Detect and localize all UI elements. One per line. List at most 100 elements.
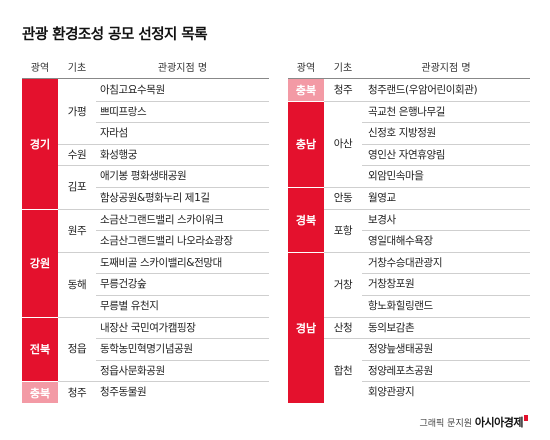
site-name: 청주랜드(우암어린이회관) [368, 84, 478, 96]
basic-area: 합천 [333, 365, 353, 378]
site-name: 소금산그랜드밸리 스카이워크 [100, 213, 224, 226]
basic-divider [324, 338, 362, 340]
site-name: 외암민속마을 [368, 170, 424, 183]
basic-area: 정읍 [67, 343, 87, 356]
region-block: 충북 [288, 79, 324, 101]
site-name: 함상공원&평화누리 제1길 [100, 192, 210, 204]
basic-divider [324, 316, 362, 318]
basic-area: 원주 [67, 224, 87, 237]
row-divider [362, 251, 530, 253]
site-name: 보경사 [368, 213, 396, 226]
row-divider [362, 316, 530, 318]
row-divider [362, 359, 530, 361]
region-block: 충북 [22, 382, 58, 403]
basic-area: 김포 [67, 181, 87, 194]
basic-area: 수원 [67, 149, 87, 162]
header-site: 관광지점 명 [157, 63, 208, 74]
row-divider [96, 359, 269, 361]
basic-divider [324, 187, 362, 188]
row-divider [362, 165, 530, 167]
row-divider [96, 338, 269, 340]
basic-area: 동해 [67, 278, 87, 291]
row-divider [96, 273, 269, 275]
basic-divider [324, 251, 362, 253]
basic-area: 청주 [67, 386, 87, 399]
row-divider [362, 230, 530, 232]
row-divider [96, 208, 269, 210]
site-name: 자라섬 [100, 127, 128, 140]
header-region: 광역 [296, 63, 316, 74]
basic-divider [58, 143, 96, 145]
site-name: 쁘띠프랑스 [100, 105, 147, 118]
site-name: 내장산 국민여가캠핑장 [100, 321, 196, 334]
basic-area: 청주 [333, 84, 353, 97]
basic-divider [324, 208, 362, 210]
footer: 그래픽 문지원 아시아경제 [419, 414, 528, 430]
basic-divider [58, 165, 96, 167]
row-divider [362, 100, 530, 102]
basic-area: 거창 [333, 278, 353, 291]
region-block: 충남 [288, 101, 324, 187]
row-divider [362, 122, 530, 124]
basic-divider [58, 208, 96, 210]
basic-area: 산청 [333, 321, 353, 334]
row-divider [96, 122, 269, 124]
row-divider [96, 251, 269, 253]
site-name: 무릉별 유천지 [100, 300, 159, 312]
site-name: 소금산그랜드밸리 나오라쇼광장 [100, 235, 233, 248]
site-name: 영일대해수욕장 [368, 235, 433, 248]
site-name: 신정호 지방정원 [368, 127, 436, 140]
header-basic: 기초 [67, 63, 87, 74]
region-block: 경기 [22, 79, 58, 209]
region-block: 전북 [22, 317, 58, 382]
row-divider [96, 381, 269, 383]
site-name: 정양레포츠공원 [368, 364, 433, 377]
site-name: 무릉건강숲 [100, 278, 147, 291]
right-table: 광역 기초 관광지점 명 청주랜드(우암어린이회관) 곡교천 은행나무길 신정호 지방정원… [288, 60, 530, 403]
row-divider [96, 100, 269, 102]
row-divider [362, 338, 530, 340]
row-divider [362, 295, 530, 296]
brand-logo: 아시아경제 [474, 416, 524, 429]
row-divider [362, 187, 530, 188]
row-divider [96, 187, 269, 188]
site-name: 거창수승대관광지 [368, 256, 443, 269]
row-divider [362, 208, 530, 210]
row-divider [96, 165, 269, 167]
credit: 그래픽 문지원 [419, 419, 473, 429]
site-name: 영인산 자연휴양림 [368, 148, 446, 161]
header-region: 광역 [30, 63, 50, 74]
site-name: 월영교 [368, 192, 396, 204]
row-divider [362, 143, 530, 145]
row-divider [362, 273, 530, 275]
basic-area: 포항 [333, 224, 353, 237]
basic-divider [58, 316, 96, 318]
row-divider [362, 381, 530, 383]
row-divider [96, 230, 269, 232]
row-divider [96, 295, 269, 296]
site-name: 정읍사문화공원 [100, 364, 165, 377]
basic-area: 안동 [333, 192, 353, 205]
site-name: 청주동물원 [100, 386, 147, 399]
left-table: 광역 기초 관광지점 명 아침고요수목원 쁘띠프랑스 자라섬 화성행궁 애기봉 평화생태공원 함… [22, 60, 269, 403]
region-block: 경남 [288, 252, 324, 403]
site-name: 거창창포원 [368, 278, 415, 291]
site-name: 정양늪생태공원 [368, 343, 433, 356]
basic-divider [324, 100, 362, 102]
site-name: 애기봉 평화생태공원 [100, 170, 187, 183]
row-divider [96, 143, 269, 145]
site-name: 동의보감촌 [368, 321, 415, 334]
region-block: 경북 [288, 188, 324, 252]
basic-area: 가평 [67, 105, 87, 118]
site-name: 동학농민혁명기념공원 [100, 343, 193, 356]
region-block: 강원 [22, 209, 58, 317]
basic-area: 아산 [333, 138, 353, 151]
site-name: 항노화힐링랜드 [368, 300, 433, 312]
site-name: 아침고요수목원 [100, 84, 165, 96]
site-name: 곡교천 은행나무길 [368, 105, 446, 118]
basic-divider [58, 381, 96, 383]
site-name: 회양관광지 [368, 386, 415, 399]
header-site: 관광지점 명 [421, 63, 471, 74]
row-divider [96, 316, 269, 318]
header-rule [288, 78, 530, 79]
